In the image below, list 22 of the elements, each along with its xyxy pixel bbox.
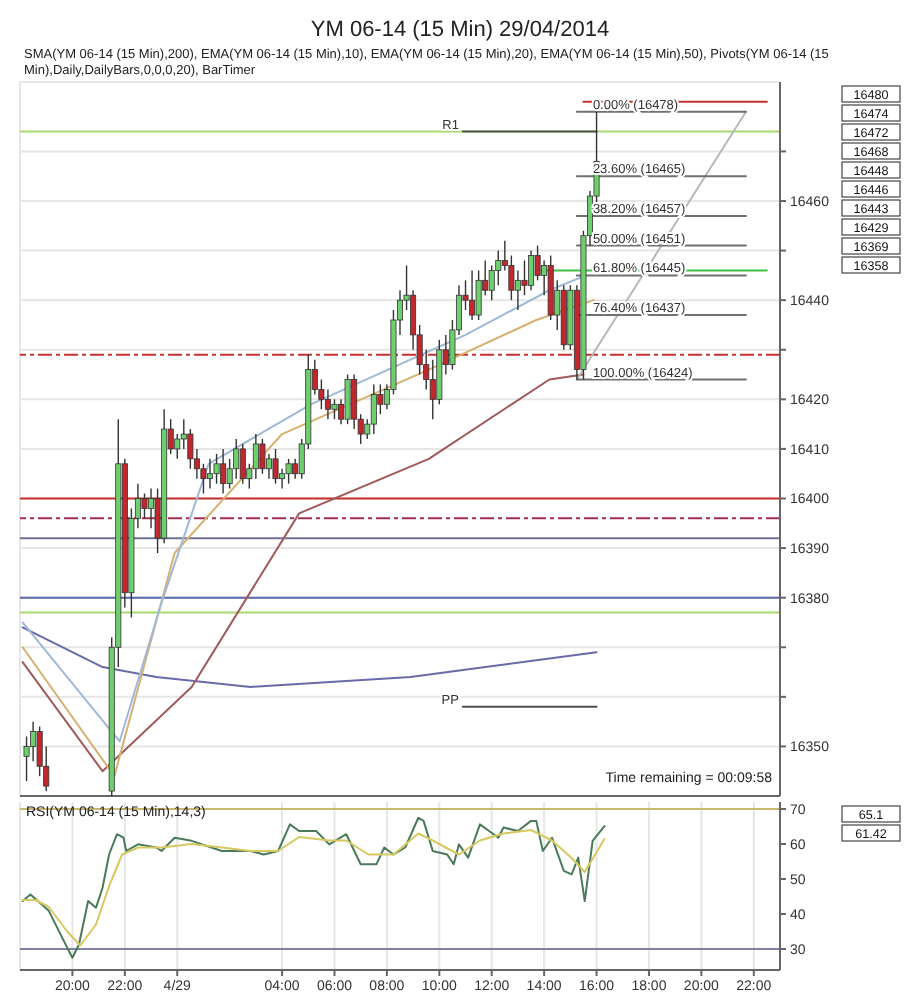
candlestick (207, 458, 213, 490)
candlestick (285, 458, 292, 485)
candlestick (213, 453, 220, 485)
line-series (21, 816, 606, 959)
candlestick (324, 388, 331, 420)
candlestick (141, 492, 148, 520)
line-series (21, 626, 598, 688)
candlestick (239, 443, 246, 485)
candlestick (475, 269, 482, 321)
candlestick (528, 249, 535, 291)
candlestick (514, 269, 521, 311)
line-series (21, 373, 585, 773)
candlestick (220, 448, 227, 495)
candlestick (344, 373, 351, 425)
candlestick (272, 448, 279, 485)
chart-title: YM 06-14 (15 Min) 29/04/2014 (308, 16, 612, 46)
candlestick (469, 269, 476, 321)
candlestick (370, 383, 377, 435)
candlestick (259, 438, 266, 475)
candlestick (521, 259, 528, 296)
candlestick (331, 398, 338, 420)
line-series (21, 829, 606, 947)
